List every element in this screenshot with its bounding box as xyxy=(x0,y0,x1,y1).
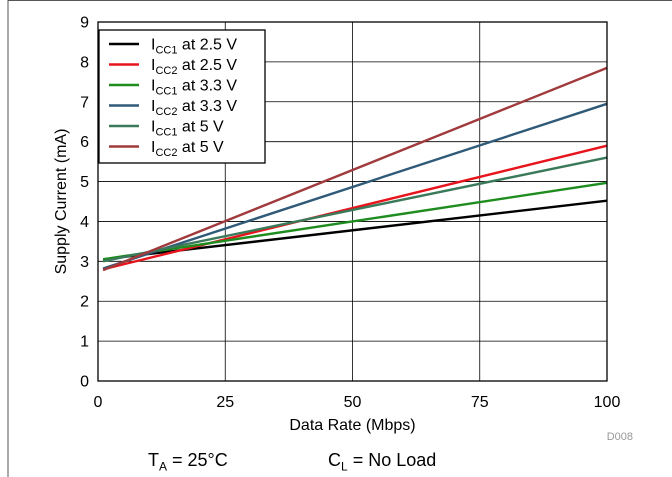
series-line-6 xyxy=(102,66,608,272)
x-tick-label: 50 xyxy=(344,394,362,411)
x-tick-label: 25 xyxy=(216,394,234,411)
y-tick-label: 6 xyxy=(80,134,89,151)
legend-label: ICC1 at 2.5 V xyxy=(151,37,237,57)
legend-box xyxy=(98,29,266,164)
y-tick-label: 4 xyxy=(80,214,89,231)
y-tick-label: 2 xyxy=(80,294,89,311)
y-axis-title: Supply Current (mA) xyxy=(53,129,70,275)
legend-label: ICC2 at 3.3 V xyxy=(151,98,237,118)
series-line-5 xyxy=(102,156,608,263)
y-tick-labels: 0 1 2 3 4 5 6 7 8 9 xyxy=(80,15,89,391)
plot-border xyxy=(97,21,608,382)
x-axis-title: Data Rate (Mbps) xyxy=(289,417,415,434)
y-tick-label: 7 xyxy=(80,94,89,111)
x-tick-label: 75 xyxy=(471,394,489,411)
y-tick-label: 0 xyxy=(80,374,89,391)
y-tick-label: 5 xyxy=(80,174,89,191)
temperature-condition: TA = 25°C xyxy=(148,450,228,474)
legend-label: ICC2 at 2.5 V xyxy=(151,57,237,77)
y-tick-label: 3 xyxy=(80,254,89,271)
y-tick-label: 9 xyxy=(80,15,89,32)
series-lines xyxy=(102,66,608,272)
figure-id: D008 xyxy=(607,431,633,443)
legend-label: ICC1 at 5 V xyxy=(151,119,224,139)
x-tick-labels: 0 25 50 75 100 xyxy=(94,394,621,411)
y-tick-label: 1 xyxy=(80,334,89,351)
series-line-3 xyxy=(102,181,608,261)
series-line-2 xyxy=(102,144,608,271)
load-condition: CL = No Load xyxy=(328,450,437,474)
legend-label: ICC1 at 3.3 V xyxy=(151,78,237,98)
x-tick-label: 100 xyxy=(594,394,621,411)
legend-label: ICC2 at 5 V xyxy=(151,139,224,159)
series-line-4 xyxy=(102,102,608,270)
x-tick-label: 0 xyxy=(94,394,103,411)
y-tick-label: 8 xyxy=(80,54,89,71)
